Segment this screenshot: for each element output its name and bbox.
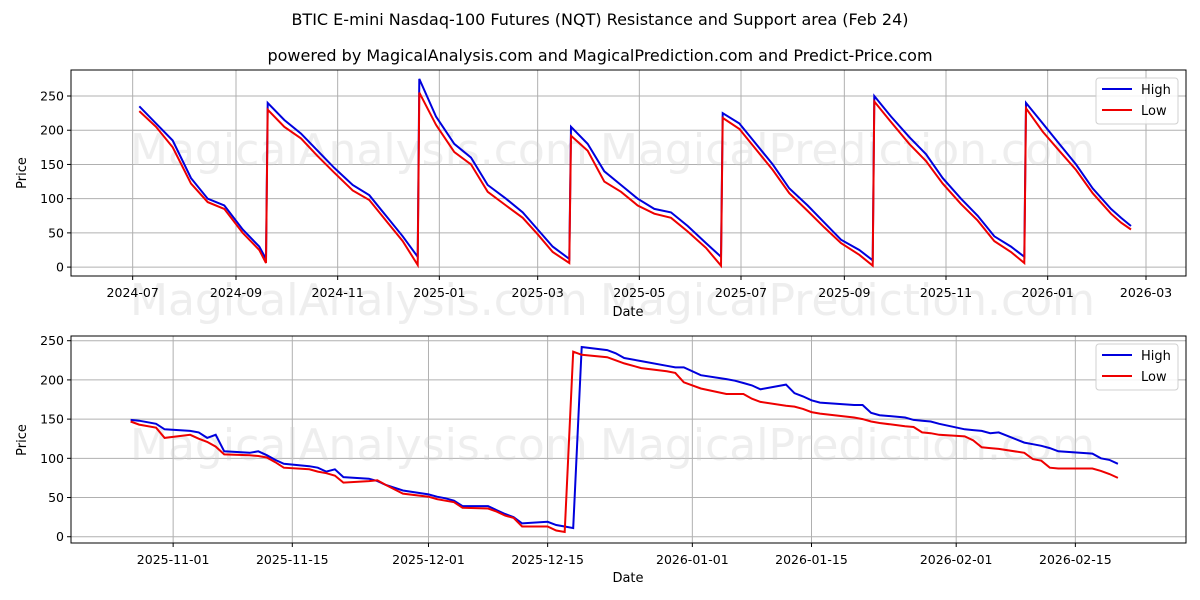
high-line (138, 78, 1132, 263)
legend-low-label: Low (1141, 370, 1167, 385)
top-legend: High Low (1095, 77, 1179, 125)
low-line (138, 92, 1132, 269)
x-tick-label: 2025-12-01 (392, 552, 465, 567)
low-line (130, 350, 1119, 534)
bottom-y-axis-label: Price (15, 424, 30, 456)
y-tick-label: 200 (40, 372, 64, 387)
legend-high-label: High (1141, 83, 1171, 98)
x-tick-label: 2025-12-15 (511, 552, 584, 567)
x-tick-label: 2026-02-15 (1039, 552, 1112, 567)
watermark: MagicalPrediction.com (600, 420, 1095, 471)
top-grid (71, 70, 1186, 276)
legend-high-label: High (1141, 349, 1171, 364)
x-tick-label: 2026-03 (1120, 285, 1172, 300)
y-tick-label: 100 (40, 191, 64, 206)
watermark: MagicalAnalysis.com (130, 420, 588, 471)
x-tick-label: 2026-01 (1022, 285, 1074, 300)
legend-low-label: Low (1141, 104, 1167, 119)
y-tick-label: 50 (48, 490, 64, 505)
chart-title: BTIC E-mini Nasdaq-100 Futures (NQT) Res… (291, 10, 909, 29)
x-tick-label: 2024-09 (210, 285, 262, 300)
x-tick-label: 2026-02-01 (920, 552, 993, 567)
x-tick-label: 2025-11-01 (137, 552, 210, 567)
watermark: MagicalPrediction.com (600, 125, 1095, 176)
x-tick-label: 2025-09 (818, 285, 870, 300)
watermark: MagicalAnalysis.com (130, 275, 588, 326)
y-tick-label: 250 (40, 333, 64, 348)
y-tick-label: 250 (40, 89, 64, 104)
bottom-grid (71, 336, 1186, 543)
watermark: MagicalPrediction.com (600, 275, 1095, 326)
high-line (130, 345, 1119, 530)
x-tick-label: 2025-07 (715, 285, 767, 300)
watermark: MagicalAnalysis.com (130, 125, 588, 176)
x-tick-label: 2025-01 (413, 285, 465, 300)
top-x-axis-label: Date (612, 305, 643, 320)
bottom-legend: High Low (1095, 343, 1179, 391)
chart-subtitle: powered by MagicalAnalysis.com and Magic… (267, 46, 933, 65)
x-tick-label: 2025-11-15 (256, 552, 329, 567)
bottom-chart: MagicalAnalysis.com MagicalPrediction.co… (15, 333, 1187, 586)
x-tick-label: 2026-01-01 (656, 552, 729, 567)
y-tick-label: 150 (40, 412, 64, 427)
y-tick-label: 0 (56, 529, 64, 544)
y-tick-label: 0 (56, 260, 64, 275)
x-tick-label: 2024-07 (107, 285, 159, 300)
x-tick-label: 2024-11 (312, 285, 364, 300)
bottom-x-axis-label: Date (612, 571, 643, 586)
x-tick-label: 2026-01-15 (775, 552, 848, 567)
y-tick-label: 50 (48, 225, 64, 240)
bottom-ticks: 0 50 100 150 200 250 2025-11-01 2025-11-15 2025-… (40, 333, 1112, 567)
y-tick-label: 150 (40, 157, 64, 172)
y-tick-label: 200 (40, 123, 64, 138)
top-axes-frame (70, 69, 1187, 277)
top-y-axis-label: Price (15, 157, 30, 189)
top-ticks: 0 50 100 150 200 250 2024-07 2024-09 2024-11 2025… (40, 89, 1172, 300)
top-chart: MagicalAnalysis.com MagicalPrediction.co… (15, 69, 1187, 326)
bottom-axes-frame (70, 335, 1187, 544)
x-tick-label: 2025-03 (512, 285, 564, 300)
y-tick-label: 100 (40, 451, 64, 466)
x-tick-label: 2025-05 (613, 285, 665, 300)
x-tick-label: 2025-11 (920, 285, 972, 300)
